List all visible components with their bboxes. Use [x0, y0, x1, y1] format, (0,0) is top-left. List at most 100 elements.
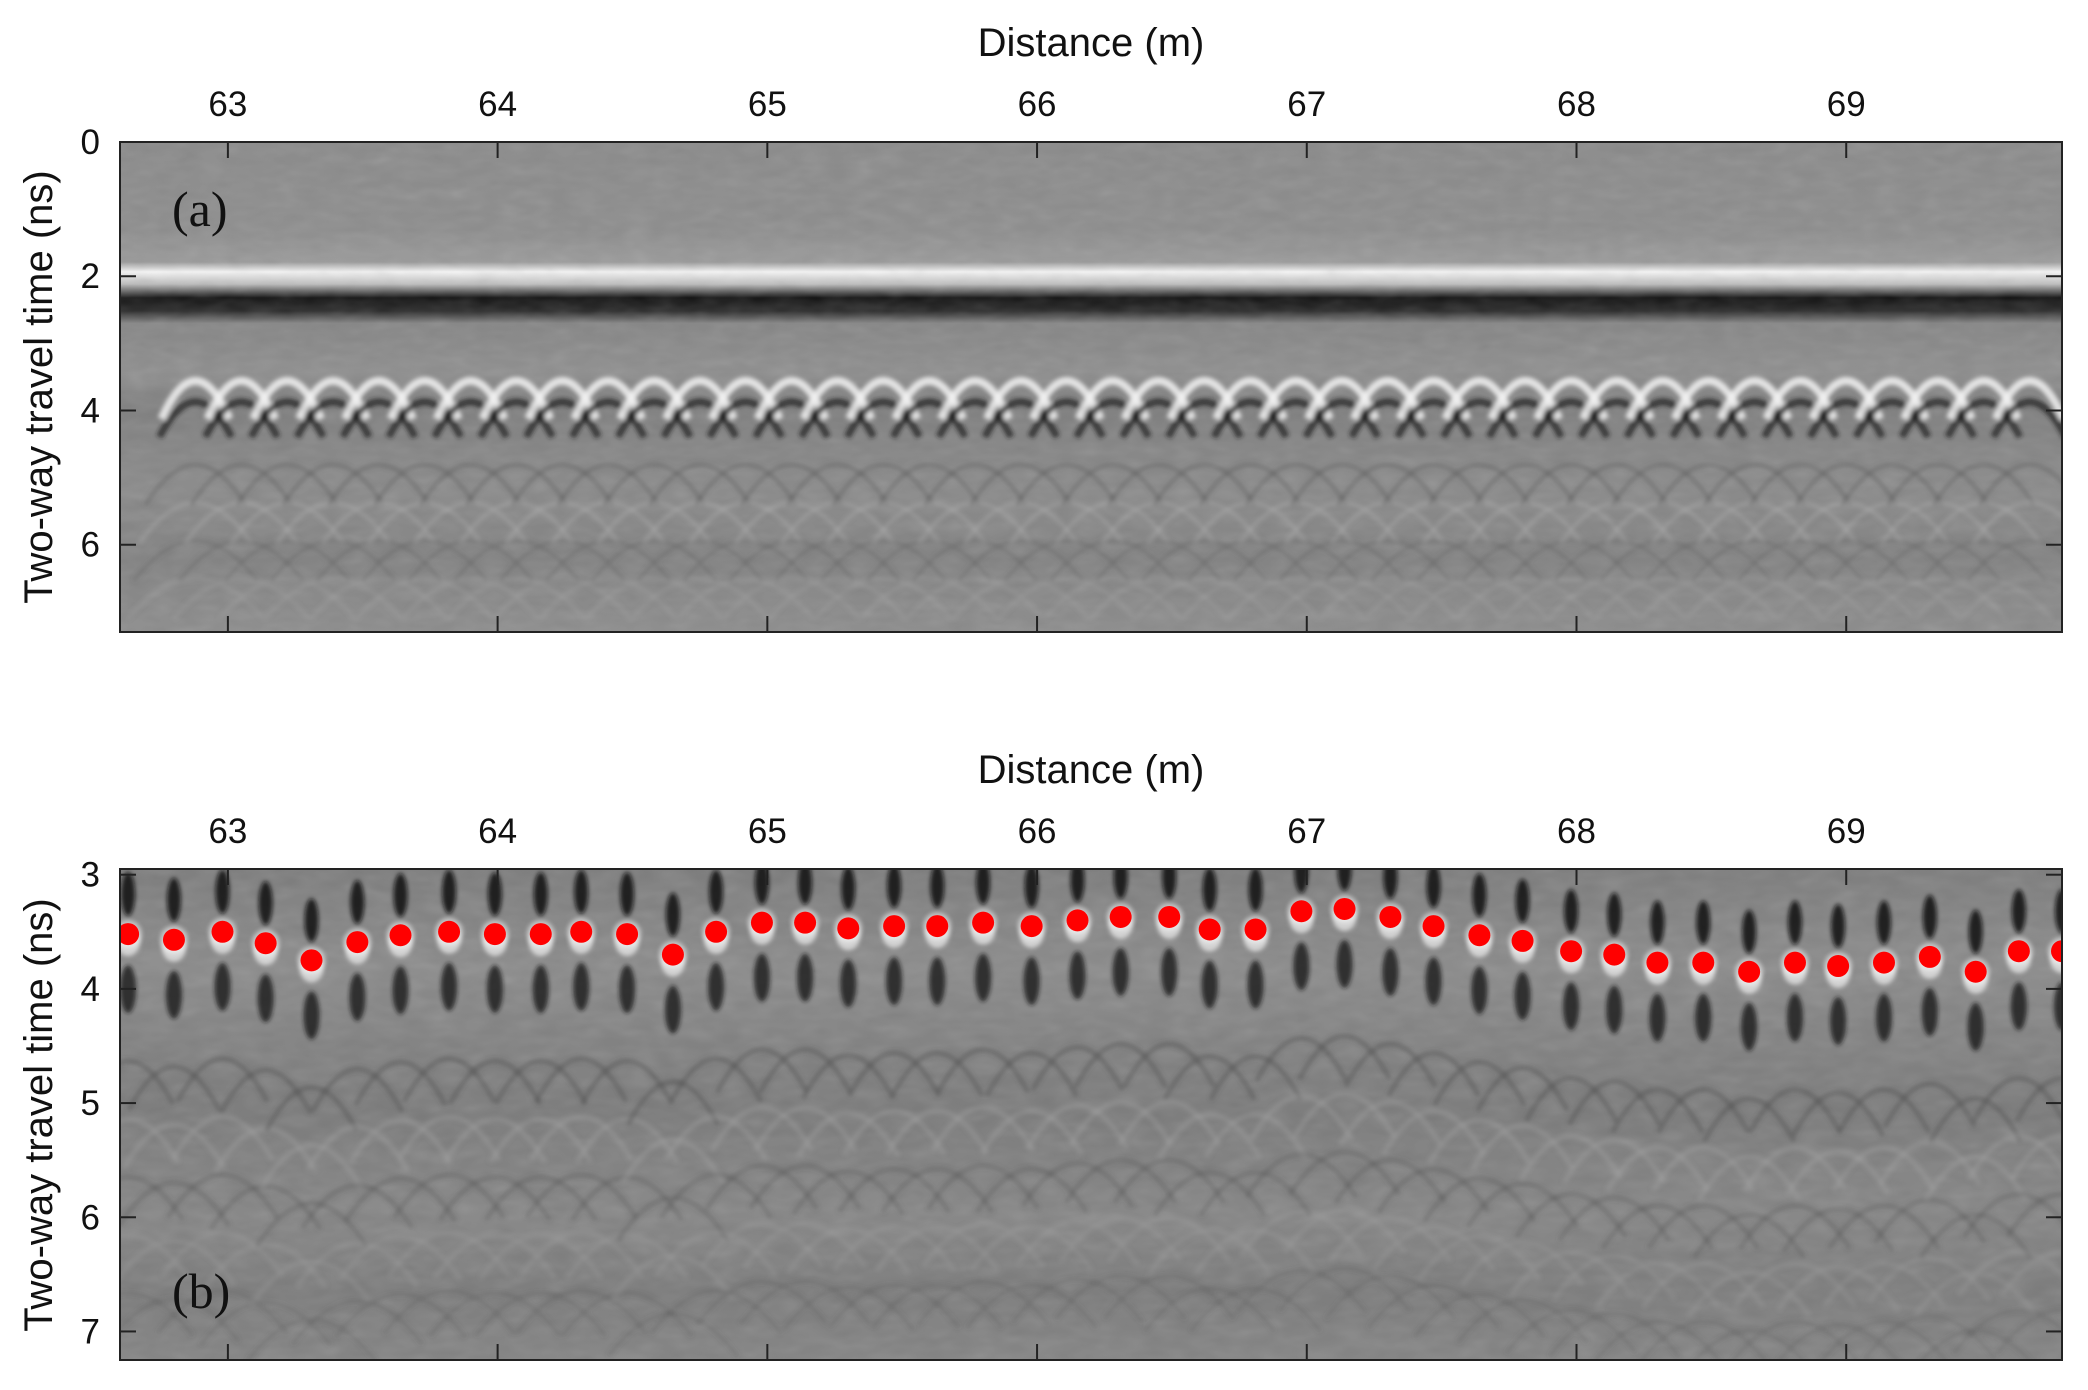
hyperbola-tail — [464, 463, 569, 506]
reflection-dark — [1967, 1002, 1984, 1051]
reflection-dark — [350, 880, 365, 925]
hyperbola-tail — [1333, 1157, 1448, 1205]
pick-point — [211, 920, 234, 943]
pick-point — [570, 920, 593, 943]
reflection-dark — [709, 869, 724, 914]
hyperbola-tail — [865, 538, 993, 583]
x-tick-label: 65 — [748, 812, 787, 851]
hyperbola-tail — [877, 463, 981, 506]
reflection-dark — [619, 965, 636, 1014]
hyperbola-dark — [1761, 398, 1840, 439]
hyperbola-bright — [1716, 376, 1793, 421]
hyperbola-bright — [937, 376, 1013, 421]
hyperbola-tail — [827, 1282, 962, 1330]
hyperbola-tail — [1142, 1286, 1277, 1334]
hyperbola-tail — [1318, 576, 1458, 621]
hyperbola-dark — [477, 398, 556, 439]
hyperbola-tail — [1364, 576, 1504, 621]
hyperbola-bright — [1808, 376, 1884, 421]
hyperbola-tail — [935, 1047, 1031, 1094]
pick-point — [750, 911, 773, 934]
hyperbola-tail — [1100, 501, 1217, 545]
hyperbola-tail — [391, 1172, 507, 1220]
hyperbola-tail — [1054, 501, 1171, 545]
reflection-dark — [1831, 904, 1846, 949]
hyperbola-tail — [217, 576, 357, 621]
hyperbola-tail — [1557, 1195, 1672, 1242]
reflection-dark — [532, 965, 549, 1014]
hyperbola-tail — [1995, 1307, 2062, 1355]
hyperbola-bright — [524, 376, 600, 421]
pick-point — [1198, 918, 1221, 941]
hyperbola-tail — [1232, 538, 1360, 583]
hyperbola-tail — [1186, 538, 1314, 583]
hyperbola-tail — [1966, 538, 2062, 583]
hyperbola-tail — [1645, 538, 1773, 583]
hyperbola-tail — [1867, 1255, 1992, 1303]
hyperbola-tail — [825, 501, 941, 545]
reflection-dark — [1337, 869, 1352, 891]
hyperbola-tail — [1324, 538, 1452, 583]
hyperbola-tail — [1415, 538, 1543, 583]
reflection-dark — [1786, 993, 1803, 1042]
hyperbola-tail — [649, 1288, 784, 1336]
reflection-dark — [393, 873, 408, 918]
hyperbola-tail — [1249, 1094, 1354, 1141]
panel-b-hyperbolas — [120, 869, 2062, 1360]
reflection-dark — [1023, 957, 1040, 1006]
hyperbola-tail — [1112, 1157, 1227, 1205]
hyperbola-tail — [1465, 1181, 1580, 1229]
reflection-dark — [1382, 947, 1399, 996]
reflection-dark — [1515, 878, 1530, 923]
reflection-dark — [573, 962, 590, 1011]
hyperbola-tail — [870, 1282, 1005, 1330]
hyperbola-tail — [1053, 1273, 1188, 1321]
hyperbola-tail — [1782, 538, 1910, 583]
reflection-dark — [887, 869, 902, 909]
reflection-dark — [976, 869, 991, 905]
hyperbola-dark — [1027, 398, 1106, 439]
hyperbola-dark — [156, 398, 235, 439]
hyperbola-tail — [1886, 463, 1990, 506]
panel-a-frame — [119, 141, 2063, 633]
hyperbola-tail — [1292, 1091, 1397, 1139]
hyperbola-tail — [229, 501, 345, 545]
hyperbola-tail — [498, 538, 626, 583]
reflection-dark — [754, 869, 769, 905]
hyperbola-tail — [694, 463, 798, 506]
hyperbola-tail — [218, 1067, 313, 1115]
y-tick-label: 7 — [81, 1312, 100, 1351]
panel-a-ylabel: Two-way travel time (ns) — [17, 170, 61, 603]
hyperbola-tail — [1882, 1081, 1978, 1129]
hyperbola-tail — [1822, 576, 1962, 621]
hyperbola-tail — [1020, 1160, 1135, 1208]
hyperbola-tail — [1862, 1313, 1997, 1360]
pick-point — [1244, 918, 1267, 941]
hyperbola-tail — [1742, 501, 1859, 545]
hyperbola-tail — [2014, 1075, 2062, 1123]
hyperbola-dark — [1944, 398, 2023, 439]
hyperbola-tail — [1427, 1117, 1532, 1165]
hyperbola-tail — [1788, 501, 1904, 545]
reflection-dark — [664, 985, 681, 1034]
hyperbola-tail — [1966, 1133, 2062, 1181]
hyperbola-dark — [844, 398, 923, 439]
hyperbola-tail — [832, 1224, 957, 1272]
hyperbola-dark — [1165, 398, 1244, 439]
panel-a-radargram: 63 64 65 66 67 68 69 0 2 4 6 Distance (m) Two-way … — [17, 21, 2063, 633]
hyperbola-tail — [1284, 501, 1400, 545]
hyperbola-tail — [1375, 501, 1492, 545]
reflection-dark — [121, 872, 136, 917]
panel-b-label: (b) — [172, 1263, 230, 1319]
hyperbola-tail — [235, 463, 339, 506]
hyperbola-bright — [1579, 376, 1655, 421]
hyperbola-tail — [560, 1290, 695, 1338]
hyperbola-tail — [361, 538, 489, 583]
hyperbola-tail — [1455, 576, 1595, 621]
hyperbola-tail — [1960, 576, 2062, 621]
hyperbola-tail — [488, 1116, 593, 1164]
pick-point — [162, 928, 185, 951]
panel-a-xlabel: Distance (m) — [978, 21, 1205, 65]
hyperbola-tail — [1427, 463, 1532, 506]
hyperbola-bright — [1074, 376, 1151, 421]
